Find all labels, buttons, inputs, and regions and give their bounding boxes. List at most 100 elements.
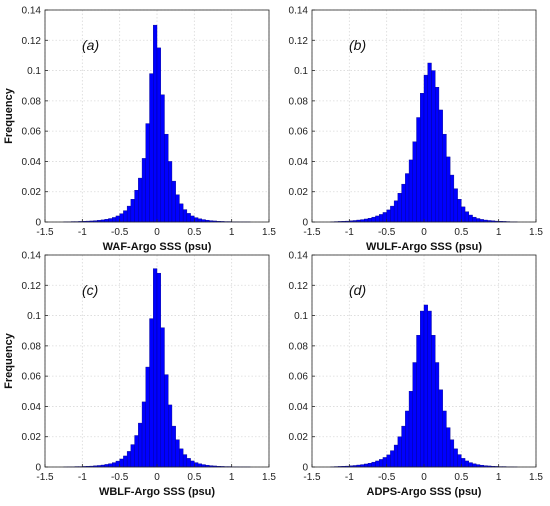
histogram-bar (412, 141, 417, 223)
histogram-bar (457, 454, 462, 468)
histogram-bar (160, 94, 165, 223)
histogram-bar (427, 62, 432, 223)
histogram-bar (197, 218, 202, 223)
y-tick-label: 0.04 (22, 157, 42, 168)
histogram-bar (375, 460, 380, 468)
y-tick-label: 0.08 (22, 341, 42, 352)
x-tick-label: -1 (345, 472, 354, 483)
histogram-bar (167, 404, 173, 468)
y-tick-label: 0.04 (289, 157, 309, 168)
y-tick-label: 0.1 (294, 311, 308, 322)
histogram-bar (190, 460, 195, 468)
histogram-bar (145, 366, 150, 468)
histogram-bar (449, 174, 455, 223)
histogram-bar (156, 272, 161, 468)
histogram-bar (108, 218, 113, 223)
y-tick-label: 0 (302, 218, 308, 229)
x-tick-label: 1 (496, 472, 502, 483)
x-tick-label: 0 (421, 227, 427, 238)
histogram-bar (457, 199, 462, 223)
histogram-bar (435, 87, 440, 223)
y-tick-label: 0 (35, 463, 41, 474)
histogram-bar (126, 205, 132, 223)
panel-label: (d) (349, 282, 366, 298)
histogram-bar (179, 448, 184, 468)
histogram-bar (412, 362, 417, 468)
x-tick-label: 1.5 (529, 472, 543, 483)
histogram-bar (153, 268, 158, 468)
histogram-bar (141, 401, 146, 468)
y-tick-label: 0.08 (289, 341, 309, 352)
panel-a: -1.5 -1 -0.5 0 0.5 1 1.5 0 0.02 0.04 0.06 0.08 0.1 0.… (3, 6, 276, 254)
x-tick-label: 1 (229, 472, 235, 483)
histogram-bar (431, 70, 436, 223)
histogram-bar (446, 427, 451, 468)
histogram-bar (401, 425, 406, 468)
histogram-bar (123, 455, 128, 468)
x-tick-label: -0.5 (111, 227, 129, 238)
histogram-bar (423, 74, 428, 223)
panel-label: (b) (349, 37, 366, 53)
histogram-bar (134, 435, 139, 468)
x-tick-label: -1.5 (36, 472, 54, 483)
x-tick-label: 0.5 (454, 227, 468, 238)
histogram-bar (367, 463, 372, 468)
y-tick-label: 0.1 (294, 66, 308, 77)
x-tick-label: -1.5 (303, 472, 321, 483)
histogram-bar (179, 203, 184, 223)
histogram-bar (423, 304, 428, 468)
x-axis-label: ADPS-Argo SSS (psu) (367, 486, 482, 498)
panel-label: (c) (82, 282, 98, 298)
histogram-bar (186, 213, 191, 223)
y-tick-label: 0.1 (27, 311, 41, 322)
y-axis-label: Frequency (3, 332, 15, 389)
histogram-bar (371, 216, 376, 223)
x-tick-label: 0 (421, 472, 427, 483)
histogram-bar (367, 218, 372, 223)
y-tick-label: 0.08 (22, 96, 42, 107)
x-tick-label: 0 (154, 472, 160, 483)
histogram-bar (111, 462, 117, 468)
histogram-bar (171, 180, 176, 223)
histogram-bar (160, 327, 165, 468)
y-tick-label: 0.06 (289, 372, 309, 383)
y-tick-label: 0 (302, 463, 308, 474)
histogram-bar (364, 218, 369, 223)
x-axis-label: WAF-Argo SSS (psu) (103, 241, 212, 253)
x-tick-label: 0.5 (454, 472, 468, 483)
histogram-bar (438, 389, 443, 468)
x-tick-label: 1 (229, 227, 235, 238)
histogram-bar (464, 211, 470, 223)
histogram-bar (138, 177, 143, 223)
y-tick-label: 0.12 (22, 36, 42, 47)
histogram-bar (408, 391, 414, 468)
histogram-bar (435, 362, 440, 468)
histogram-bar (386, 454, 391, 468)
histogram-bar (468, 462, 473, 468)
histogram-bar (431, 335, 436, 468)
histogram-bar (119, 458, 124, 468)
histogram-bar (149, 73, 154, 223)
panel-label: (a) (82, 37, 99, 53)
histogram-bar (371, 461, 376, 468)
histogram-bar (182, 454, 188, 468)
histogram-bar (115, 215, 120, 223)
histogram-bar (476, 218, 481, 223)
histogram-bar (408, 159, 414, 223)
y-tick-label: 0.02 (289, 187, 309, 198)
y-tick-label: 0.08 (289, 96, 309, 107)
x-tick-label: 1.5 (529, 227, 543, 238)
panel-c: -1.5 -1 -0.5 0 0.5 1 1.5 0 0.02 0.04 0.06 0.08 0.1 0.… (3, 251, 276, 499)
x-tick-label: 0.5 (187, 227, 201, 238)
histogram-bar (461, 206, 466, 223)
histogram-bar (393, 444, 399, 468)
y-tick-label: 0.06 (289, 127, 309, 138)
histogram-bar (194, 217, 199, 223)
histogram-bar (453, 188, 458, 223)
histogram-bar (442, 133, 447, 223)
y-tick-label: 0 (35, 218, 41, 229)
histogram-bar (108, 463, 113, 468)
histogram-bar (111, 217, 117, 223)
